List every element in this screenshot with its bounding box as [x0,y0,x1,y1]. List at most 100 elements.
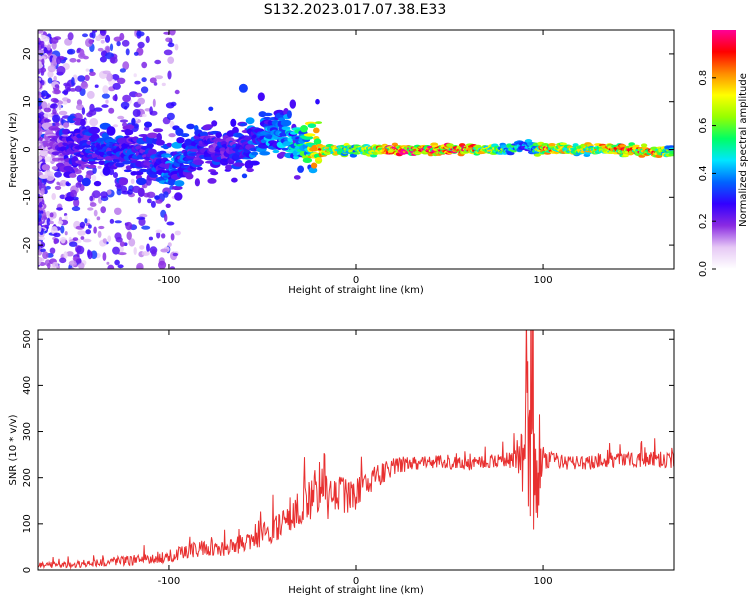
spectrogram-blob [119,68,126,73]
spectrogram-blob [207,178,217,184]
spectrogram-blob [73,128,81,135]
spectrogram-blob [71,155,79,166]
spectrogram-blob [46,44,51,51]
spectrogram-blob [82,33,88,38]
spectrogram-blob [257,92,265,101]
spectrogram-blob [40,187,45,196]
snr-x-tick-label: 0 [353,576,359,587]
spectrogram-blob [114,259,120,266]
spectrogram-blob [315,121,323,124]
spectrogram-blob [109,43,114,52]
spectrogram-blob [73,169,82,175]
snr-x-tick-label: 100 [534,576,553,587]
spectrogram-blob [506,151,515,156]
spectrogram-blob [50,103,58,109]
spectrogram-blob [211,120,218,127]
spectrogram-blob [244,136,252,141]
spectrogram-blob [174,89,180,95]
colorbar-tick-label: 0.0 [698,261,709,277]
spectrogram-blob [142,113,147,118]
spectrogram-blob [150,200,156,208]
spectrogram-blob [67,48,76,55]
spectrogram-blob [146,142,154,149]
spectrogram-blob [302,157,313,163]
spectrogram-blob [133,247,137,255]
spectrogram-blob [54,88,60,95]
spectrogram-blob [78,262,85,269]
spectrogram-blob [38,80,41,90]
spectrogram-blob [548,143,556,147]
spectrogram-blob [50,37,59,44]
snr-frame [37,329,675,571]
spectrogram-blob [151,249,157,257]
spectrogram-blob [47,65,56,73]
spectrogram-blob [215,132,222,139]
spectrogram-blob [75,258,82,264]
spectrogram-blob [63,82,70,87]
spectrogram-blob [105,138,117,144]
spectrogram-blob [47,77,53,84]
spectrogram-blob [99,56,107,63]
spectrogram-blob [101,104,109,108]
spectrogram-blob [313,138,322,146]
spectrogram-blob [132,109,141,117]
spectrogram-blob [105,99,109,104]
spectrogram-blob [134,80,141,85]
spectrogram-blob [167,70,172,80]
spectrogram-blob [307,123,317,128]
spectrogram-blob [92,30,98,33]
spectrogram-blob [38,130,41,139]
spectrogram-blob [172,252,179,257]
spectrogram-blob [114,220,122,224]
spectrogram-blob [52,114,61,123]
spectrogram-blob [113,36,123,42]
spectrogram-blob [109,56,118,64]
spectrogram-blob [64,215,68,222]
spectrogram-blob [124,129,134,136]
spectrogram-blob [82,145,92,148]
spectrogram-blob [64,231,68,236]
spectrogram-blob [311,162,318,169]
spectrogram-blob [101,93,110,99]
spectrogram-blob [352,152,361,155]
spectrogram-blob [297,165,304,173]
spectrogram-blob [64,196,75,202]
spectrogram-blob [80,118,86,127]
spectrogram-blob [164,213,168,222]
spectrogram-blob [43,113,53,118]
spectrogram-blob [38,197,41,204]
spectrogram-blob [225,164,233,171]
spectrogram-blob [56,207,63,211]
spectrogram-blob [133,51,139,56]
figure-title: S132.2023.017.07.38.E33 [264,2,447,18]
spectrogram-blob [231,177,238,183]
spectrogram-blob [112,95,118,101]
spectrogram-blob [47,262,51,269]
spectrogram-x-tick-label: -100 [158,275,181,286]
spectrogram-blob [137,187,145,197]
spectrogram-blob [154,59,162,65]
spectrogram-blob [93,226,97,234]
spectrogram-blob [76,245,85,255]
spectrogram-blob [119,241,125,247]
spectrogram-blob [136,262,144,269]
spectrogram-blob [38,37,41,43]
spectrogram-blob [185,173,194,180]
spectrogram-blob [239,123,248,126]
spectrogram-blob [141,225,151,230]
spectrogram-blob [89,195,94,202]
spectrogram-blob [112,246,120,255]
spectrogram-blob [51,166,58,170]
spectrogram-blob [97,165,102,169]
colorbar-label: Normalized spectral amplitude [738,73,749,227]
spectrogram-blob [166,112,175,121]
spectrogram-blob [82,238,92,243]
spectrogram-blob [112,82,121,90]
spectrogram-blob [286,110,292,119]
snr-y-tick-label: 0 [22,567,33,573]
spectrogram-blob [71,77,75,86]
spectrogram-blob [119,119,129,123]
spectrogram-blob [40,40,45,46]
